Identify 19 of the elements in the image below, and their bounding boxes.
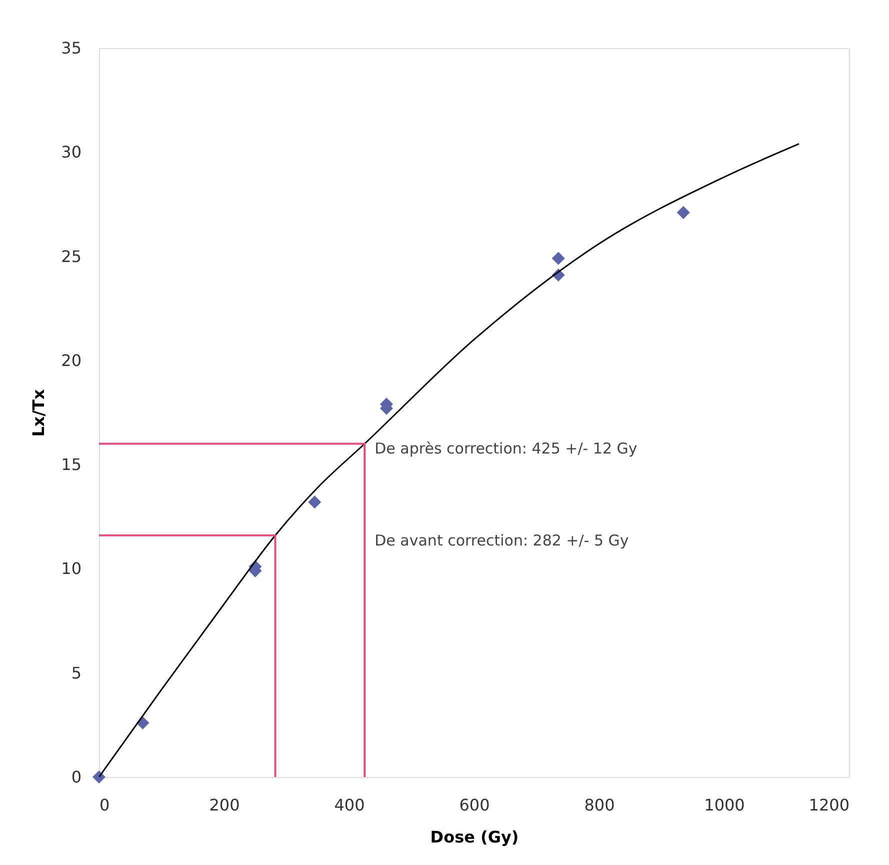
x-tick-label: 600	[459, 796, 490, 814]
x-tick-label: 800	[584, 796, 615, 814]
x-tick-label: 200	[209, 796, 240, 814]
x-axis-title: Dose (Gy)	[430, 828, 519, 846]
y-tick-label: 25	[61, 246, 82, 266]
y-tick-label: 35	[61, 38, 82, 58]
y-tick-label: 0	[71, 768, 82, 786]
y-tick-label: 30	[61, 142, 82, 162]
x-tick-label: 0	[100, 796, 110, 814]
y-tick-label: 10	[61, 559, 82, 578]
x-tick-label: 1200	[808, 796, 850, 814]
x-tick-label: 400	[334, 796, 365, 814]
annotation: De avant correction: 282 +/- 5 Gy	[374, 531, 629, 550]
y-tick-label: 15	[61, 455, 82, 474]
y-tick-label: 5	[71, 663, 82, 682]
annotation: De après correction: 425 +/- 12 Gy	[374, 440, 638, 458]
x-tick-label: 1000	[704, 796, 745, 814]
y-axis-title: Lx/Tx	[29, 388, 48, 437]
y-tick-label: 20	[61, 350, 82, 370]
